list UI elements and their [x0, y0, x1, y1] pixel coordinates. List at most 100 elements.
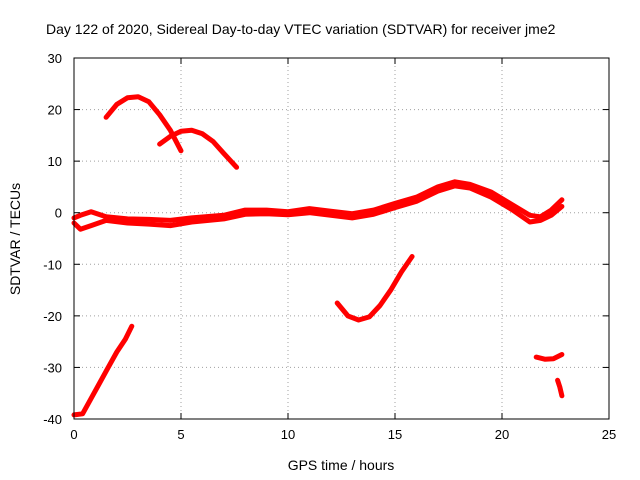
data-point-main-trace-upper	[243, 208, 248, 213]
data-point-main-trace-lower	[549, 213, 554, 218]
data-point-fragment-flat	[559, 352, 564, 357]
data-point-arc-mid	[179, 129, 183, 134]
data-point-main-trace-lower	[467, 186, 472, 190]
data-point-main-trace-upper	[189, 215, 194, 220]
data-point-fragment-flat	[551, 356, 556, 361]
data-point-arc-mid	[200, 131, 205, 136]
data-point-main-trace-lower	[435, 189, 440, 194]
x-tick-label: 20	[495, 427, 509, 442]
y-tick-label: 20	[48, 103, 62, 118]
data-point-arc-mid	[168, 134, 173, 139]
data-point-arc-early	[179, 148, 183, 153]
series-line-arc-dip	[334, 254, 415, 323]
data-point-main-trace-lower	[350, 215, 355, 220]
data-point-main-trace-upper	[146, 217, 151, 222]
data-point-fragment-flat	[542, 357, 547, 362]
data-point-main-trace-lower	[527, 220, 532, 224]
data-point-main-trace-upper	[125, 216, 130, 221]
y-tick-label: -40	[43, 412, 62, 427]
data-point-main-trace-lower	[393, 205, 397, 210]
data-point-main-trace-upper	[393, 201, 397, 206]
data-point-main-trace-lower	[510, 208, 515, 213]
data-point-main-trace-lower	[78, 227, 83, 232]
x-axis-label: GPS time / hours	[288, 457, 395, 473]
data-point-main-trace-lower	[221, 216, 226, 221]
data-point-arc-early	[146, 99, 151, 104]
data-point-arc-rising	[97, 380, 102, 385]
data-point-main-trace-lower	[489, 195, 494, 200]
data-point-fragment-flat	[534, 355, 539, 360]
y-tick-label: 0	[55, 206, 62, 221]
plot-frame	[73, 57, 610, 420]
data-point-arc-rising	[114, 350, 119, 354]
data-point-arc-dip	[356, 318, 361, 322]
data-point-main-trace-upper	[527, 213, 532, 218]
data-point-arc-early	[114, 102, 119, 107]
data-point-arc-early	[168, 128, 173, 133]
x-tick-label: 15	[388, 427, 402, 442]
data-point-arc-rising	[89, 396, 94, 401]
data-point-main-trace-lower	[89, 223, 94, 228]
data-point-main-trace-upper	[371, 208, 376, 213]
data-point-main-trace-upper	[307, 206, 312, 211]
data-point-main-trace-lower	[146, 222, 151, 227]
y-tick-label: -20	[43, 309, 62, 324]
data-point-arc-early	[104, 115, 109, 120]
data-point-arc-mid	[189, 128, 194, 133]
data-point-main-trace-upper	[78, 213, 83, 218]
data-point-main-trace-upper	[264, 208, 269, 213]
data-point-main-trace-lower	[371, 212, 376, 217]
x-tick-label: 25	[602, 427, 616, 442]
data-point-main-trace-upper	[559, 197, 564, 202]
data-point-main-trace-upper	[89, 209, 94, 214]
data-point-main-trace-lower	[189, 220, 194, 224]
series-line-arc-rising	[71, 323, 135, 418]
data-point-fragment-short	[557, 385, 562, 389]
data-point-main-trace-upper	[489, 190, 494, 195]
data-point-main-trace-lower	[452, 183, 457, 188]
data-point-arc-rising	[129, 324, 134, 329]
data-point-arc-mid	[157, 142, 162, 147]
data-point-main-trace-lower	[125, 221, 130, 225]
data-point-arc-rising	[106, 365, 111, 370]
data-point-main-trace-upper	[168, 218, 173, 223]
data-point-arc-mid	[211, 139, 216, 144]
data-point-main-trace-upper	[435, 184, 440, 189]
data-point-main-trace-upper	[510, 203, 515, 207]
y-axis-label: SDTVAR / TECUs	[7, 183, 23, 295]
data-point-main-trace-lower	[104, 218, 109, 223]
data-point-main-trace-upper	[350, 211, 355, 216]
data-point-main-trace-lower	[538, 218, 543, 223]
series-line-fragment-flat	[533, 352, 565, 362]
data-point-arc-rising	[80, 411, 85, 416]
data-point-main-trace-lower	[168, 223, 173, 228]
data-point-arc-early	[125, 95, 130, 100]
data-point-main-trace-upper	[328, 209, 333, 214]
data-point-arc-dip	[335, 301, 340, 305]
data-point-main-trace-lower	[286, 212, 290, 217]
data-point-main-trace-lower	[307, 210, 312, 215]
data-point-main-trace-lower	[559, 204, 564, 209]
data-point-main-trace-upper	[104, 214, 109, 219]
data-point-arc-dip	[399, 270, 404, 274]
data-point-arc-dip	[388, 288, 393, 293]
data-point-main-trace-lower	[414, 199, 419, 204]
data-point-arc-dip	[367, 314, 372, 319]
x-tick-label: 5	[177, 427, 184, 442]
data-point-arc-dip	[345, 313, 350, 318]
data-point-main-trace-lower	[328, 213, 333, 218]
data-point-arc-early	[157, 112, 162, 117]
data-point-arc-rising	[123, 337, 128, 342]
data-point-main-trace-upper	[467, 182, 472, 187]
data-point-arc-mid	[234, 165, 239, 170]
data-point-arc-early	[136, 94, 141, 99]
data-point-fragment-short	[559, 393, 564, 398]
y-tick-label: -10	[43, 257, 62, 272]
series-line-arc-early	[103, 94, 184, 154]
data-point-main-trace-lower	[264, 211, 269, 216]
data-point-main-trace-lower	[243, 212, 248, 217]
y-tick-label: 30	[48, 51, 62, 66]
data-point-main-trace-upper	[452, 179, 457, 184]
y-tick-label: 10	[48, 154, 62, 169]
chart-title: Day 122 of 2020, Sidereal Day-to-day VTE…	[46, 21, 556, 37]
